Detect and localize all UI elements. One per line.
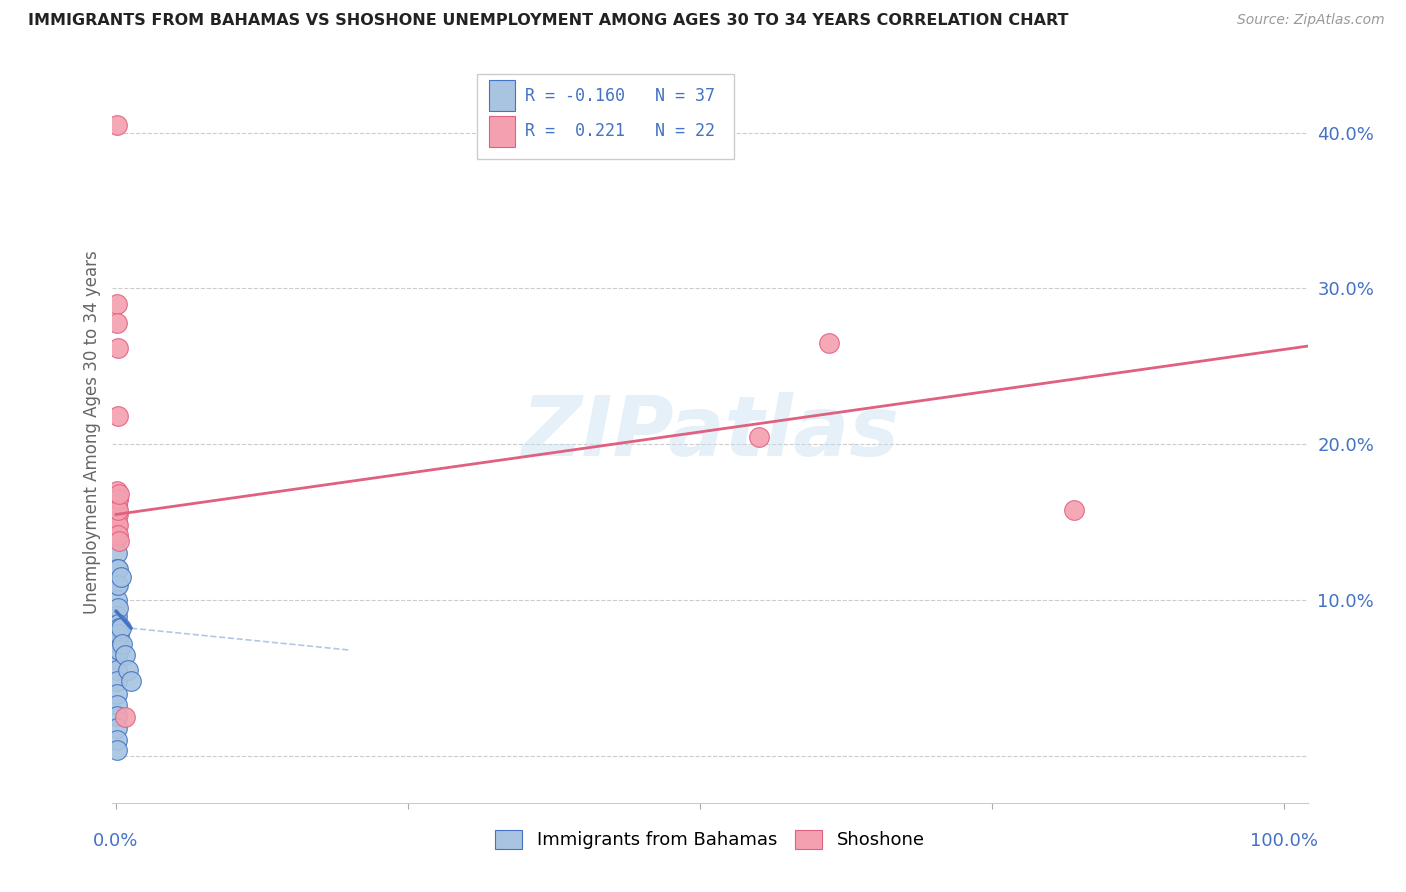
- Point: [117, 663, 139, 677]
- Y-axis label: Unemployment Among Ages 30 to 34 years: Unemployment Among Ages 30 to 34 years: [83, 251, 101, 615]
- Point: [107, 616, 129, 631]
- Point: [105, 497, 128, 511]
- Point: [107, 527, 129, 541]
- Point: [107, 601, 129, 615]
- Point: [120, 674, 142, 689]
- Point: [105, 721, 128, 735]
- Point: [107, 508, 129, 522]
- Point: [110, 621, 132, 635]
- Text: 0.0%: 0.0%: [93, 832, 139, 850]
- Point: [114, 710, 136, 724]
- Point: [105, 508, 128, 522]
- Point: [105, 531, 128, 545]
- Point: [105, 562, 128, 576]
- Point: [105, 527, 128, 541]
- Point: [107, 487, 129, 501]
- Point: [107, 409, 129, 424]
- Point: [105, 743, 128, 757]
- Point: [107, 533, 129, 548]
- Point: [105, 621, 128, 635]
- Point: [108, 643, 131, 657]
- Point: [108, 637, 131, 651]
- Text: Source: ZipAtlas.com: Source: ZipAtlas.com: [1237, 13, 1385, 28]
- Point: [107, 491, 129, 506]
- Point: [105, 518, 128, 533]
- Text: IMMIGRANTS FROM BAHAMAS VS SHOSHONE UNEMPLOYMENT AMONG AGES 30 TO 34 YEARS CORRE: IMMIGRANTS FROM BAHAMAS VS SHOSHONE UNEM…: [28, 13, 1069, 29]
- Point: [105, 500, 128, 514]
- Point: [105, 663, 128, 677]
- Point: [105, 698, 128, 712]
- Point: [105, 515, 128, 529]
- Point: [747, 429, 769, 443]
- Point: [105, 546, 128, 560]
- Point: [105, 733, 128, 747]
- Point: [105, 652, 128, 666]
- Point: [105, 708, 128, 723]
- Point: [108, 621, 131, 635]
- Point: [105, 484, 128, 499]
- Point: [105, 674, 128, 689]
- Point: [111, 637, 134, 651]
- Point: [108, 627, 131, 641]
- Point: [105, 593, 128, 607]
- Point: [105, 643, 128, 657]
- Legend: Immigrants from Bahamas, Shoshone: Immigrants from Bahamas, Shoshone: [488, 823, 932, 856]
- FancyBboxPatch shape: [477, 73, 734, 159]
- FancyBboxPatch shape: [489, 80, 515, 112]
- Point: [105, 118, 128, 132]
- Point: [1063, 502, 1085, 516]
- Text: ZIPatlas: ZIPatlas: [522, 392, 898, 473]
- Point: [105, 316, 128, 330]
- Point: [114, 648, 136, 662]
- Point: [817, 336, 839, 351]
- Point: [105, 608, 128, 623]
- FancyBboxPatch shape: [489, 116, 515, 147]
- Text: 100.0%: 100.0%: [1250, 832, 1319, 850]
- Point: [105, 577, 128, 591]
- Point: [107, 341, 129, 355]
- Point: [105, 297, 128, 311]
- Point: [107, 491, 129, 506]
- Point: [107, 577, 129, 591]
- Point: [105, 508, 128, 522]
- Point: [105, 491, 128, 506]
- Text: R = -0.160   N = 37: R = -0.160 N = 37: [524, 87, 714, 104]
- Point: [105, 632, 128, 647]
- Point: [105, 687, 128, 701]
- Point: [107, 518, 129, 533]
- Point: [110, 570, 132, 584]
- Point: [107, 562, 129, 576]
- Point: [107, 502, 129, 516]
- Text: R =  0.221   N = 22: R = 0.221 N = 22: [524, 122, 714, 140]
- Point: [107, 627, 129, 641]
